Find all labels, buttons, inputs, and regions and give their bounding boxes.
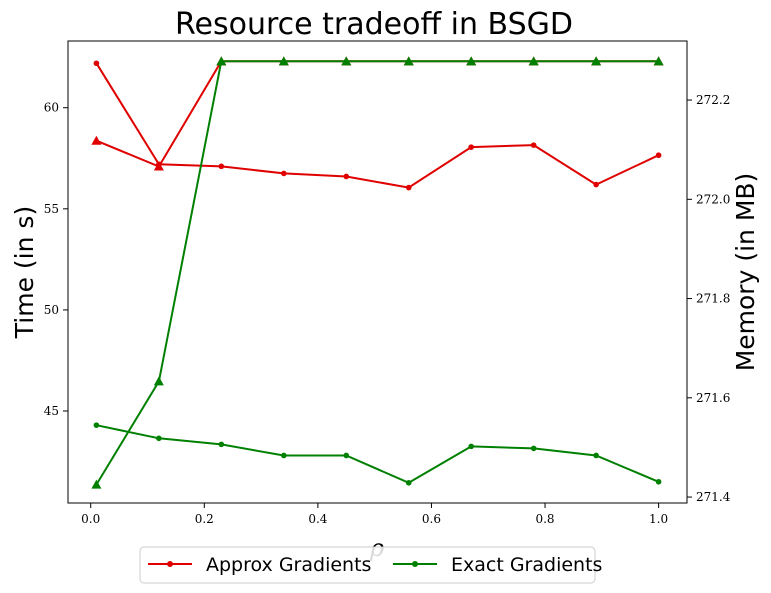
- data-point-approx-gradients-time: [655, 152, 662, 159]
- data-point-exact-gradients-time: [93, 422, 100, 428]
- series-line-approx-gradients-memory: [96, 60, 659, 168]
- x-tick-label: 0.6: [422, 512, 441, 526]
- data-point-exact-gradients-memory: [528, 56, 539, 66]
- plot-area: [91, 56, 664, 489]
- x-tick-label: 1.0: [649, 512, 668, 526]
- x-tick-label: 0.4: [308, 512, 327, 526]
- data-point-approx-gradients-time: [593, 181, 599, 188]
- plot-frame: [67, 40, 688, 504]
- data-point-approx-gradients-time: [405, 184, 412, 191]
- legend-label-exact: Exact Gradients: [451, 554, 602, 576]
- x-tick-label: 0.0: [81, 512, 100, 526]
- x-tick-label: 0.2: [195, 512, 214, 526]
- left-axis-label: Time (in s): [10, 206, 39, 339]
- data-point-exact-gradients-time: [156, 435, 162, 442]
- right-y-tick-label: 271.6: [696, 391, 730, 405]
- left-y-tick-label: 50: [44, 303, 59, 317]
- data-point-exact-gradients-time: [655, 478, 662, 485]
- series-line-approx-gradients-time: [95, 62, 660, 189]
- data-point-exact-gradients-memory: [591, 56, 602, 66]
- data-point-approx-gradients-memory: [91, 135, 102, 145]
- left-y-tick-label: 45: [44, 404, 59, 418]
- data-point-approx-gradients-time: [343, 173, 350, 180]
- data-point-exact-gradients-memory: [216, 56, 227, 66]
- data-point-approx-gradients-time: [280, 170, 287, 177]
- data-point-exact-gradients-memory: [153, 376, 164, 386]
- data-point-approx-gradients-time: [93, 60, 100, 67]
- legend-marker-approx: [167, 561, 173, 567]
- data-point-exact-gradients-time: [593, 452, 599, 459]
- left-y-tick-label: 60: [44, 101, 59, 115]
- data-point-approx-gradients-memory: [153, 161, 164, 171]
- legend-box: [139, 546, 596, 584]
- data-point-exact-gradients-time: [218, 441, 225, 448]
- right-axis-label: Memory (in MB): [731, 173, 760, 372]
- data-point-exact-gradients-memory: [403, 56, 414, 66]
- right-y-tick-label: 271.8: [696, 292, 730, 306]
- data-point-exact-gradients-time: [530, 445, 537, 452]
- data-point-exact-gradients-time: [343, 452, 350, 459]
- data-point-exact-gradients-memory: [466, 56, 477, 66]
- data-point-exact-gradients-memory: [341, 56, 352, 66]
- data-point-exact-gradients-time: [468, 443, 475, 450]
- data-point-exact-gradients-memory: [653, 56, 664, 66]
- legend-label-approx: Approx Gradients: [206, 554, 371, 576]
- data-point-approx-gradients-time: [468, 144, 475, 150]
- left-y-tick-label: 55: [44, 202, 59, 216]
- series-line-exact-gradients-memory: [95, 60, 659, 486]
- right-y-tick-label: 272.0: [696, 192, 730, 206]
- x-tick-label: 0.8: [535, 512, 554, 526]
- chart-title: Resource tradeoff in BSGD: [175, 7, 573, 42]
- data-point-exact-gradients-time: [280, 452, 287, 459]
- data-point-exact-gradients-time: [405, 479, 412, 486]
- data-point-exact-gradients-memory: [278, 56, 289, 66]
- axis-ticks: 0.0 0.2 0.4 0.6 0.8 1.0 45 50 55 60 271.4 271.6 271.…: [44, 93, 731, 526]
- series-line-exact-gradients-time: [96, 424, 659, 484]
- right-y-tick-label: 272.2: [696, 93, 730, 107]
- data-point-approx-gradients-time: [218, 163, 225, 170]
- data-point-exact-gradients-memory: [91, 479, 102, 489]
- right-y-tick-label: 271.4: [696, 490, 731, 504]
- legend: Approx Gradients Exact Gradients: [139, 546, 602, 584]
- legend-marker-exact: [412, 561, 418, 567]
- data-point-approx-gradients-time: [530, 142, 537, 148]
